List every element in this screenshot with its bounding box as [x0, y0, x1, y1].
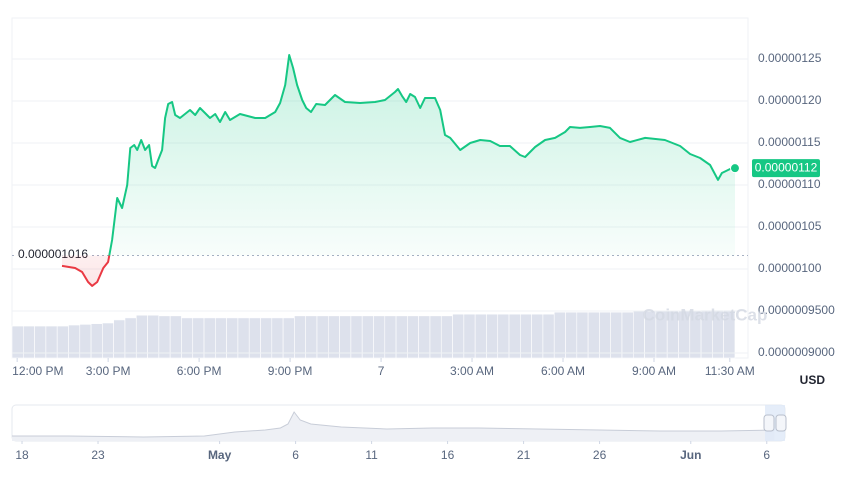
currency-label: USD — [800, 373, 826, 387]
navigator-line — [12, 411, 775, 438]
volume-bar — [542, 313, 555, 359]
x-tick-label: 6:00 PM — [177, 364, 222, 378]
watermark: CoinMarketCap — [643, 305, 768, 324]
price-line — [61, 54, 736, 287]
x-tick-label: 9:00 PM — [268, 364, 313, 378]
volume-bar — [395, 315, 408, 359]
y-tick-label: 0.00000115 — [758, 135, 821, 149]
volume-bar — [282, 317, 295, 359]
volume-bar — [294, 315, 307, 359]
navigator-tick-label: May — [208, 448, 232, 462]
volume-bar — [271, 317, 284, 359]
navigator-selection[interactable] — [765, 405, 785, 441]
x-tick-label: 3:00 PM — [86, 364, 131, 378]
volume-bar — [373, 315, 386, 359]
volume-bar — [113, 319, 126, 359]
x-tick-label: 9:00 AM — [632, 364, 676, 378]
volume-bar — [497, 313, 510, 359]
volume-bar — [463, 313, 476, 359]
volume-bar — [587, 311, 600, 359]
volume-bar — [361, 315, 374, 359]
navigator-tick-label: 11 — [365, 448, 378, 462]
navigator-area — [12, 412, 775, 441]
y-tick-label: 0.00000125 — [758, 51, 822, 65]
y-tick-label: 0.00000105 — [758, 219, 822, 233]
navigator-tick-label: 26 — [593, 448, 607, 462]
volume-bar — [260, 317, 273, 359]
y-tick-label: 0.00000120 — [758, 93, 822, 107]
volume-bar — [226, 317, 239, 359]
volume-bar — [339, 315, 352, 359]
volume-bar — [316, 315, 329, 359]
volume-bar — [429, 315, 442, 359]
volume-bar — [486, 313, 499, 359]
volume-bar — [181, 317, 194, 359]
volume-bar — [440, 315, 453, 359]
volume-bar — [508, 313, 521, 359]
price-tag-label: 0.00000112 — [755, 160, 818, 174]
volume-bar — [384, 315, 397, 359]
volume-bar — [610, 311, 623, 359]
navigator-tick-label: 21 — [517, 448, 531, 462]
volume-bar — [215, 317, 227, 359]
x-tick-label: 6:00 AM — [541, 364, 585, 378]
last-point — [729, 163, 740, 174]
volume-bar — [169, 315, 182, 359]
volume-bar — [124, 317, 137, 359]
volume-bar — [350, 315, 363, 359]
volume-bar — [452, 313, 465, 359]
volume-bar — [474, 313, 487, 359]
x-tick-label: 7 — [378, 364, 385, 378]
volume-bar — [327, 315, 340, 359]
navigator-handle[interactable] — [763, 414, 775, 432]
navigator-handle[interactable] — [775, 414, 787, 432]
y-tick-label: 0.0000009500 — [758, 303, 835, 317]
volume-bar — [553, 311, 566, 359]
price-area — [62, 55, 735, 286]
navigator-tick-label: 16 — [441, 448, 455, 462]
volume-bar — [203, 317, 216, 359]
volume-bar — [158, 315, 171, 359]
volume-bar — [407, 315, 419, 359]
navigator-tick-label: Jun — [680, 448, 701, 462]
x-tick-label: 3:00 AM — [450, 364, 494, 378]
volume-bar — [248, 317, 261, 359]
volume-bar — [147, 314, 160, 359]
volume-bar — [520, 313, 532, 359]
volume-bar — [135, 314, 148, 359]
volume-bar — [621, 311, 634, 359]
y-tick-label: 0.00000110 — [758, 177, 821, 191]
navigator-tick-label: 6 — [763, 448, 770, 462]
navigator-tick-label: 23 — [91, 448, 105, 462]
volume-bar — [305, 315, 318, 359]
navigator-tick-label: 18 — [15, 448, 29, 462]
volume-bar — [237, 317, 250, 359]
y-tick-label: 0.00000100 — [758, 261, 822, 275]
volume-bar — [599, 311, 612, 359]
navigator-tick-label: 6 — [292, 448, 299, 462]
x-tick-label: 12:00 PM — [12, 364, 63, 378]
volume-bar — [192, 317, 205, 359]
volume-bar — [418, 315, 431, 359]
y-tick-label: 0.0000009000 — [758, 345, 835, 359]
volume-bar — [576, 311, 589, 359]
volume-bar — [565, 311, 578, 359]
volume-bar — [531, 313, 544, 359]
x-tick-label: 11:30 AM — [705, 364, 755, 378]
price-tag — [752, 159, 820, 178]
